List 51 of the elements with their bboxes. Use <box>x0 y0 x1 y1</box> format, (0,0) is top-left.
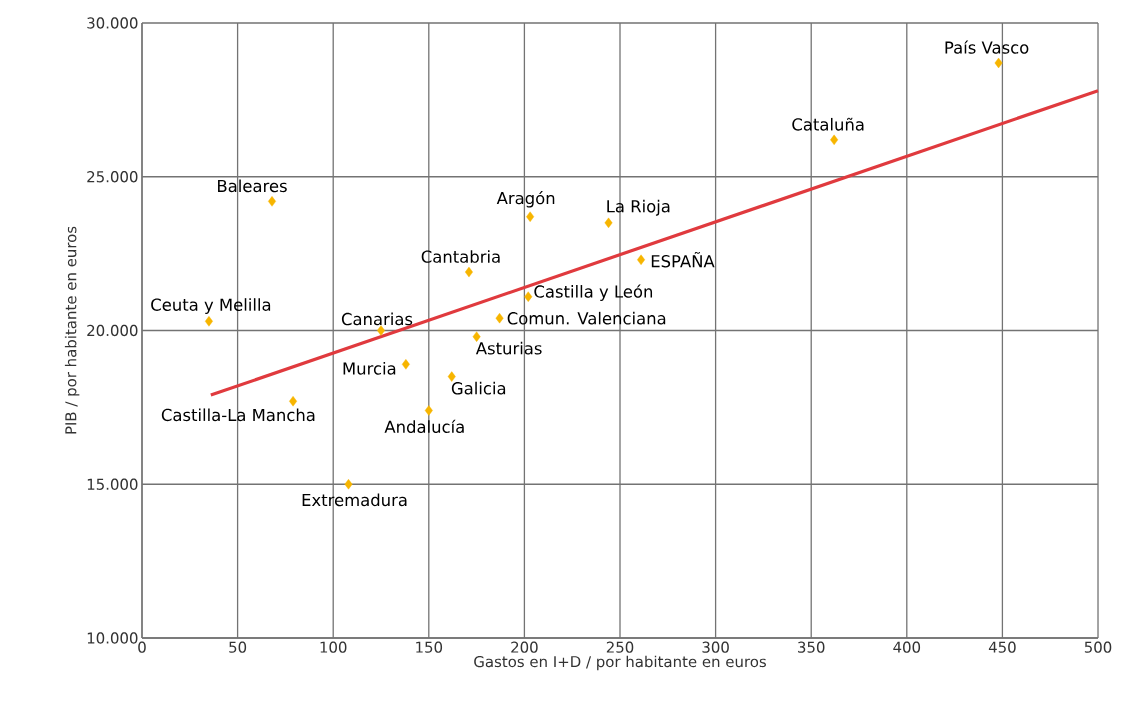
point <box>289 396 297 407</box>
point <box>495 313 504 324</box>
y-tick-label: 25.000 <box>87 171 138 183</box>
point <box>526 211 535 222</box>
x-tick-label: 150 <box>416 641 443 653</box>
annotation: ESPAÑA <box>651 252 715 268</box>
annotation: Comun. Valenciana <box>507 311 666 325</box>
point <box>637 254 645 265</box>
annotation: Extremadura <box>302 493 407 507</box>
annotation: Castilla y León <box>534 284 653 301</box>
annotation: Galicia <box>451 381 506 395</box>
annotation: Andalucía <box>384 419 464 434</box>
annotation: Asturias <box>475 341 542 355</box>
point <box>268 196 276 207</box>
x-tick-label: 350 <box>798 641 825 653</box>
point <box>994 57 1003 69</box>
x-tick-label: 450 <box>988 641 1016 653</box>
point <box>524 291 533 302</box>
point <box>472 331 481 342</box>
point <box>424 405 433 416</box>
x-tick-label: 500 <box>1084 641 1112 653</box>
annotation: Aragón <box>496 190 555 208</box>
point <box>204 316 213 327</box>
annotation: País Vasco <box>945 40 1029 54</box>
x-tick-label: 400 <box>893 641 921 653</box>
x-tick-label: 100 <box>320 641 347 653</box>
annotation: Castilla-La Mancha <box>161 408 315 422</box>
y-tick-label: 10.000 <box>87 632 138 644</box>
point <box>344 479 353 490</box>
point <box>377 325 385 336</box>
x-axis-title: Gastos en I+D / por habitante en euros <box>474 655 766 671</box>
y-axis-title: PIB / por habitante en euros <box>64 226 80 434</box>
y-tick-label: 30.000 <box>87 17 138 29</box>
annotation: Ceuta y Melilla <box>151 298 271 315</box>
annotation: Baleares <box>218 179 287 193</box>
annotation: Cantabria <box>421 250 500 263</box>
x-tick-label: 200 <box>511 641 538 653</box>
x-tick-label: 300 <box>702 641 729 653</box>
point <box>401 359 410 370</box>
y-tick-label: 20.000 <box>87 324 138 337</box>
point <box>830 134 839 146</box>
annotation: La Rioja <box>607 199 670 216</box>
annotation: Canarias <box>341 312 413 326</box>
x-tick-label: 0 <box>138 641 146 653</box>
x-tick-label: 50 <box>229 641 247 653</box>
x-tick-label: 250 <box>606 641 634 653</box>
annotation: Murcia <box>343 361 396 375</box>
point <box>447 371 456 382</box>
y-tick-label: 15.000 <box>87 478 138 490</box>
point <box>604 217 613 229</box>
annotation: Cataluña <box>792 117 864 131</box>
